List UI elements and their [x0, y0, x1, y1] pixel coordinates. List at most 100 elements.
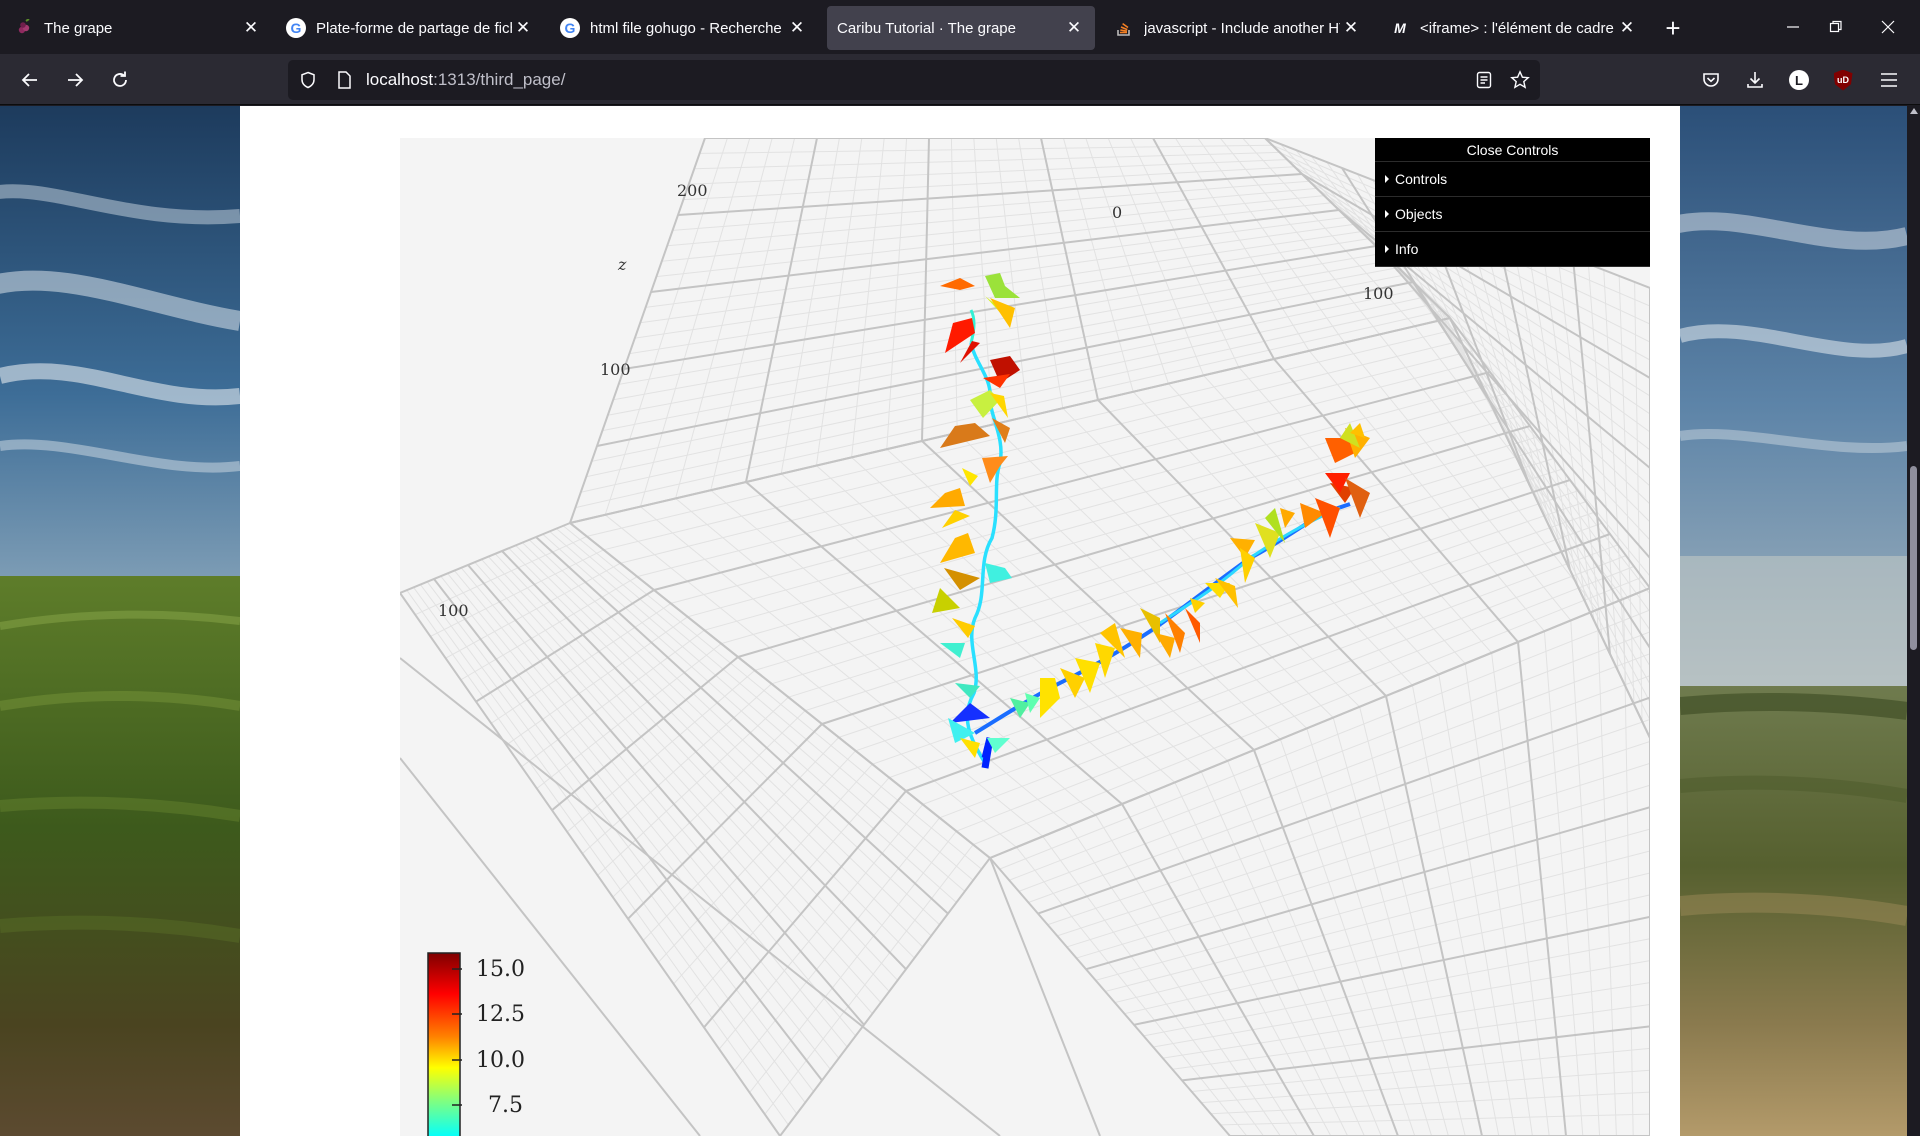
colorbar-tick-label: 12.5 [476, 1002, 525, 1027]
leaf [944, 568, 980, 590]
reader-view-icon[interactable] [1474, 70, 1494, 90]
reload-button[interactable] [102, 62, 138, 98]
tab-html-file-gohugo[interactable]: G html file gohugo - Recherche G ✕ [550, 6, 818, 50]
leaf [1075, 658, 1100, 693]
page-scrollbar[interactable] [1907, 106, 1920, 1136]
google-icon: G [286, 18, 306, 38]
tab-the-grape[interactable]: The grape ✕ [4, 6, 272, 50]
caret-right-icon [1385, 210, 1389, 218]
scroll-up-arrow-icon[interactable] [1910, 108, 1918, 114]
tab-title: Caribu Tutorial · The grape [837, 19, 1016, 37]
leaf [1240, 548, 1255, 583]
caret-right-icon [1385, 245, 1389, 253]
downloads-icon[interactable] [1743, 68, 1767, 92]
leaf [1155, 633, 1175, 658]
controls-panel: Close Controls Controls Objects Info [1375, 138, 1650, 267]
stackoverflow-icon [1114, 18, 1134, 38]
address-bar[interactable]: localhost:1313/third_page/ [288, 60, 1540, 100]
close-tab-icon[interactable]: ✕ [789, 18, 805, 37]
forward-button[interactable] [57, 62, 93, 98]
leaf [955, 683, 980, 698]
tab-caribu-tutorial[interactable]: Caribu Tutorial · The grape ✕ [827, 6, 1095, 50]
objects-folder[interactable]: Objects [1375, 197, 1650, 232]
controls-folder[interactable]: Controls [1375, 162, 1650, 197]
pocket-icon[interactable] [1699, 68, 1723, 92]
grape-3d-scene[interactable]: 200 0 100 100 100 z 15.0 12.5 10.0 7. [400, 138, 1650, 1136]
close-tab-icon[interactable]: ✕ [1343, 18, 1359, 37]
leaf [1040, 678, 1060, 718]
minimize-button[interactable] [1770, 10, 1816, 44]
tab-title: javascript - Include another HT [1144, 19, 1340, 37]
menu-icon[interactable] [1877, 68, 1901, 92]
page-icon[interactable] [334, 70, 354, 90]
close-window-button[interactable] [1865, 10, 1911, 44]
leaf [987, 738, 1010, 753]
close-tab-icon[interactable]: ✕ [515, 18, 531, 37]
close-tab-icon[interactable]: ✕ [243, 18, 259, 37]
info-folder-label: Info [1395, 241, 1419, 257]
shield-icon[interactable] [298, 70, 318, 90]
colorbar-ticks [452, 968, 462, 1106]
tab-javascript-include[interactable]: javascript - Include another HT ✕ [1104, 6, 1372, 50]
leaf [940, 533, 975, 563]
leaf [1325, 438, 1355, 463]
axis-tick-label: 0 [1112, 203, 1122, 222]
tab-iframe-mdn[interactable]: M <iframe> : l'élément de cadre i ✕ [1380, 6, 1648, 50]
axis-tick-label: 200 [677, 181, 708, 200]
url-text[interactable]: localhost:1313/third_page/ [366, 70, 566, 89]
leaf [945, 318, 975, 353]
axis-tick-label: 100 [600, 360, 631, 379]
arrow-right-icon [68, 73, 84, 87]
leaf [983, 374, 1010, 388]
tab-plate-forme[interactable]: G Plate-forme de partage de fich ✕ [276, 6, 544, 50]
vineyard-background-right [1680, 106, 1907, 1136]
close-tab-icon[interactable]: ✕ [1066, 18, 1082, 37]
leaf [985, 563, 1012, 583]
leaf [1025, 693, 1040, 713]
colorbar-tick-label: 10.0 [476, 1048, 525, 1073]
leaf [1265, 508, 1285, 543]
back-button[interactable] [12, 62, 48, 98]
objects-folder-label: Objects [1395, 206, 1443, 222]
leaf [940, 278, 975, 290]
leaf [952, 618, 975, 638]
leaf [990, 393, 1008, 418]
leaf [1010, 698, 1030, 718]
axis-tick-label: 100 [438, 601, 469, 620]
tab-title: <iframe> : l'élément de cadre i [1420, 19, 1616, 37]
grape-icon [14, 18, 34, 38]
leaf [1100, 623, 1125, 658]
leaf [932, 588, 960, 613]
leaf [1230, 538, 1255, 558]
close-controls-button[interactable]: Close Controls [1375, 138, 1650, 162]
leaf [1255, 523, 1280, 558]
restore-button[interactable] [1813, 10, 1859, 44]
tab-strip: The grape ✕ G Plate-forme de partage de … [0, 0, 1920, 54]
bookmark-star-icon[interactable] [1510, 70, 1530, 90]
close-tab-icon[interactable]: ✕ [1619, 18, 1635, 37]
leaf [1315, 498, 1340, 538]
leaf [1340, 423, 1360, 448]
colorbar-tick-label: 7.5 [488, 1093, 523, 1118]
leaf [930, 488, 965, 508]
leaf [1185, 608, 1200, 643]
ublock-icon[interactable]: uD [1831, 68, 1855, 92]
tab-title: The grape [44, 19, 113, 37]
new-tab-button[interactable]: + [1665, 12, 1681, 43]
account-avatar[interactable]: L [1787, 68, 1811, 92]
axis-tick-label: 100 [1363, 284, 1394, 303]
grape-plant-model [930, 273, 1370, 769]
google-icon: G [560, 18, 580, 38]
info-folder[interactable]: Info [1375, 232, 1650, 267]
leaf [960, 341, 980, 363]
leaf [1345, 478, 1370, 518]
leaf [982, 456, 1008, 483]
caret-right-icon [1385, 175, 1389, 183]
leaf [985, 273, 1020, 298]
scrollbar-thumb[interactable] [1910, 466, 1917, 650]
leaf [960, 738, 980, 758]
leaf [1095, 643, 1115, 678]
scene-canvas[interactable]: 200 0 100 100 100 z 15.0 12.5 10.0 7. [400, 138, 1650, 1136]
leaf [940, 423, 990, 448]
leaf [1165, 613, 1185, 653]
